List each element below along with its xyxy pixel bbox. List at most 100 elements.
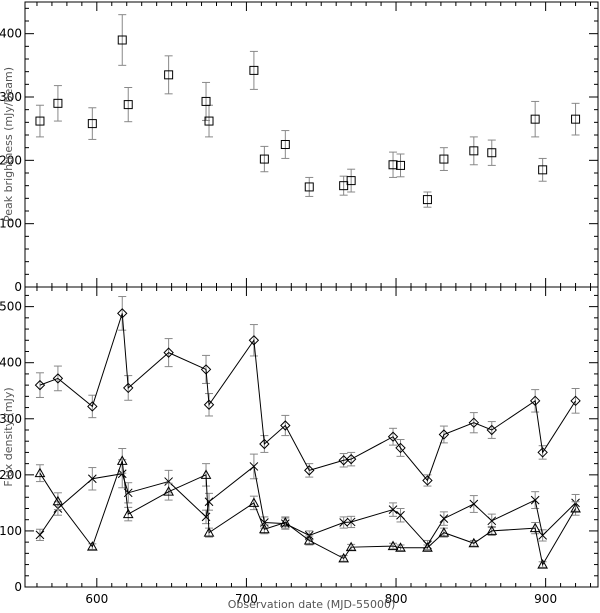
peak-brightness-y-label: Peak brightness (mJy/beam) (2, 67, 15, 222)
flux-plot-frame (24, 286, 599, 588)
peak-square-marker (339, 181, 349, 191)
flux-triangle-marker (163, 486, 174, 496)
flux-triangle-marker (203, 527, 215, 537)
flux-triangle-marker (248, 497, 260, 507)
peak-y-tick-label: 100 (0, 217, 22, 231)
flux-x-marker (538, 531, 547, 540)
peak-error-bar (53, 85, 62, 122)
flux-x-marker (346, 517, 356, 527)
peak-error-bar (305, 176, 314, 197)
flux-x-marker (117, 469, 127, 479)
flux-diamond-marker (123, 382, 134, 394)
peak-square-marker (439, 154, 449, 164)
peak-square-marker (469, 146, 479, 156)
peak-error-bar (35, 104, 44, 138)
flux-x-marker (339, 518, 349, 527)
peak-square-marker (259, 154, 269, 164)
flux-triangle-marker (338, 552, 350, 563)
flux-diamond-series-line (39, 313, 576, 482)
flux-x-marker (35, 530, 45, 540)
flux-x-tick-label: 600 (85, 592, 108, 606)
flux-diamond-marker (529, 395, 541, 407)
flux-triangle-marker (387, 540, 399, 551)
flux-x-tick-label: 800 (385, 592, 408, 606)
flux-triangle-series-line (39, 460, 576, 566)
flux-triangle-marker (259, 523, 270, 534)
flux-diamond-marker (387, 431, 399, 442)
peak-square-marker (201, 96, 211, 106)
flux-diamond-marker (422, 475, 433, 486)
peak-square-marker (396, 160, 406, 170)
flux-diamond-marker (468, 417, 480, 428)
flux-diamond-marker (248, 335, 260, 346)
flux-diamond-marker (438, 429, 450, 440)
peak-error-bar (439, 147, 448, 171)
flux-diamond-marker (259, 438, 270, 450)
peak-error-bar (164, 55, 173, 95)
peak-square-marker (538, 165, 548, 175)
peak-square-marker (53, 98, 63, 108)
peak-square-marker (35, 116, 45, 126)
peak-error-bar (538, 157, 547, 182)
flux-diamond-marker (200, 364, 212, 375)
flux-x-marker (164, 477, 173, 486)
flux-diamond-marker (395, 442, 406, 454)
flux-diamond-marker (52, 373, 64, 384)
flux-y-tick-label: 200 (0, 468, 22, 482)
flux-diamond-marker (304, 465, 315, 476)
flux-x-tick-label: 900 (534, 592, 557, 606)
peak-error-bar (469, 136, 478, 166)
peak-square-marker (571, 114, 581, 124)
flux-triangle-marker (422, 542, 433, 552)
peak-error-bar (124, 87, 133, 123)
peak-square-marker (164, 70, 174, 80)
peak-square-marker (388, 160, 398, 170)
peak-y-tick-label: 400 (0, 27, 22, 41)
observation-date-x-label: Observation date (MJD-55000) (228, 598, 396, 611)
flux-triangle-marker (303, 534, 315, 545)
peak-error-bar (118, 14, 127, 66)
flux-triangle-marker (200, 469, 212, 479)
flux-density-panel: 600 700 800 900 0 100 200 300 400 500 (0, 286, 599, 606)
flux-x-marker (204, 497, 214, 507)
peak-plot-frame (24, 1, 599, 288)
flux-triangle-marker (486, 525, 498, 535)
flux-triangle-marker (116, 455, 128, 465)
peak-square-marker (346, 176, 356, 186)
flux-y-tick-label: 0 (14, 580, 22, 594)
flux-x-tick-label: 700 (235, 592, 258, 606)
flux-triangle-marker (345, 541, 357, 552)
flux-diamond-marker (87, 401, 98, 412)
flux-triangle-marker (395, 542, 406, 552)
flux-diamond-marker (537, 447, 548, 458)
flux-diamond-marker (280, 420, 291, 431)
peak-error-bar (88, 107, 97, 140)
flux-triangle-marker (570, 502, 581, 513)
peak-square-marker (422, 195, 432, 205)
flux-density-y-label: Flux density (mJy) (2, 387, 15, 486)
peak-error-bar (347, 168, 356, 193)
flux-y-tick-label: 400 (0, 356, 22, 370)
flux-x-marker (396, 510, 405, 520)
peak-error-bar (531, 100, 540, 138)
flux-diamond-marker (203, 399, 215, 410)
peak-error-bar (571, 102, 580, 136)
flux-triangle-marker (34, 467, 46, 478)
flux-x-marker (388, 505, 398, 514)
flux-x-marker (87, 474, 97, 484)
peak-error-bar (249, 50, 258, 90)
flux-x-marker (469, 499, 479, 509)
flux-triangle-marker (279, 516, 291, 527)
flux-diamond-marker (345, 453, 357, 465)
flux-x-marker (487, 516, 497, 526)
peak-square-marker (123, 100, 133, 110)
peak-y-tick-label: 300 (0, 90, 22, 104)
flux-triangle-marker (52, 495, 64, 506)
peak-square-marker (204, 116, 214, 126)
flux-triangle-marker (468, 537, 480, 548)
peak-square-marker (304, 182, 314, 192)
peak-square-marker (530, 114, 540, 124)
peak-square-marker (117, 35, 127, 45)
peak-error-bar (260, 145, 269, 173)
